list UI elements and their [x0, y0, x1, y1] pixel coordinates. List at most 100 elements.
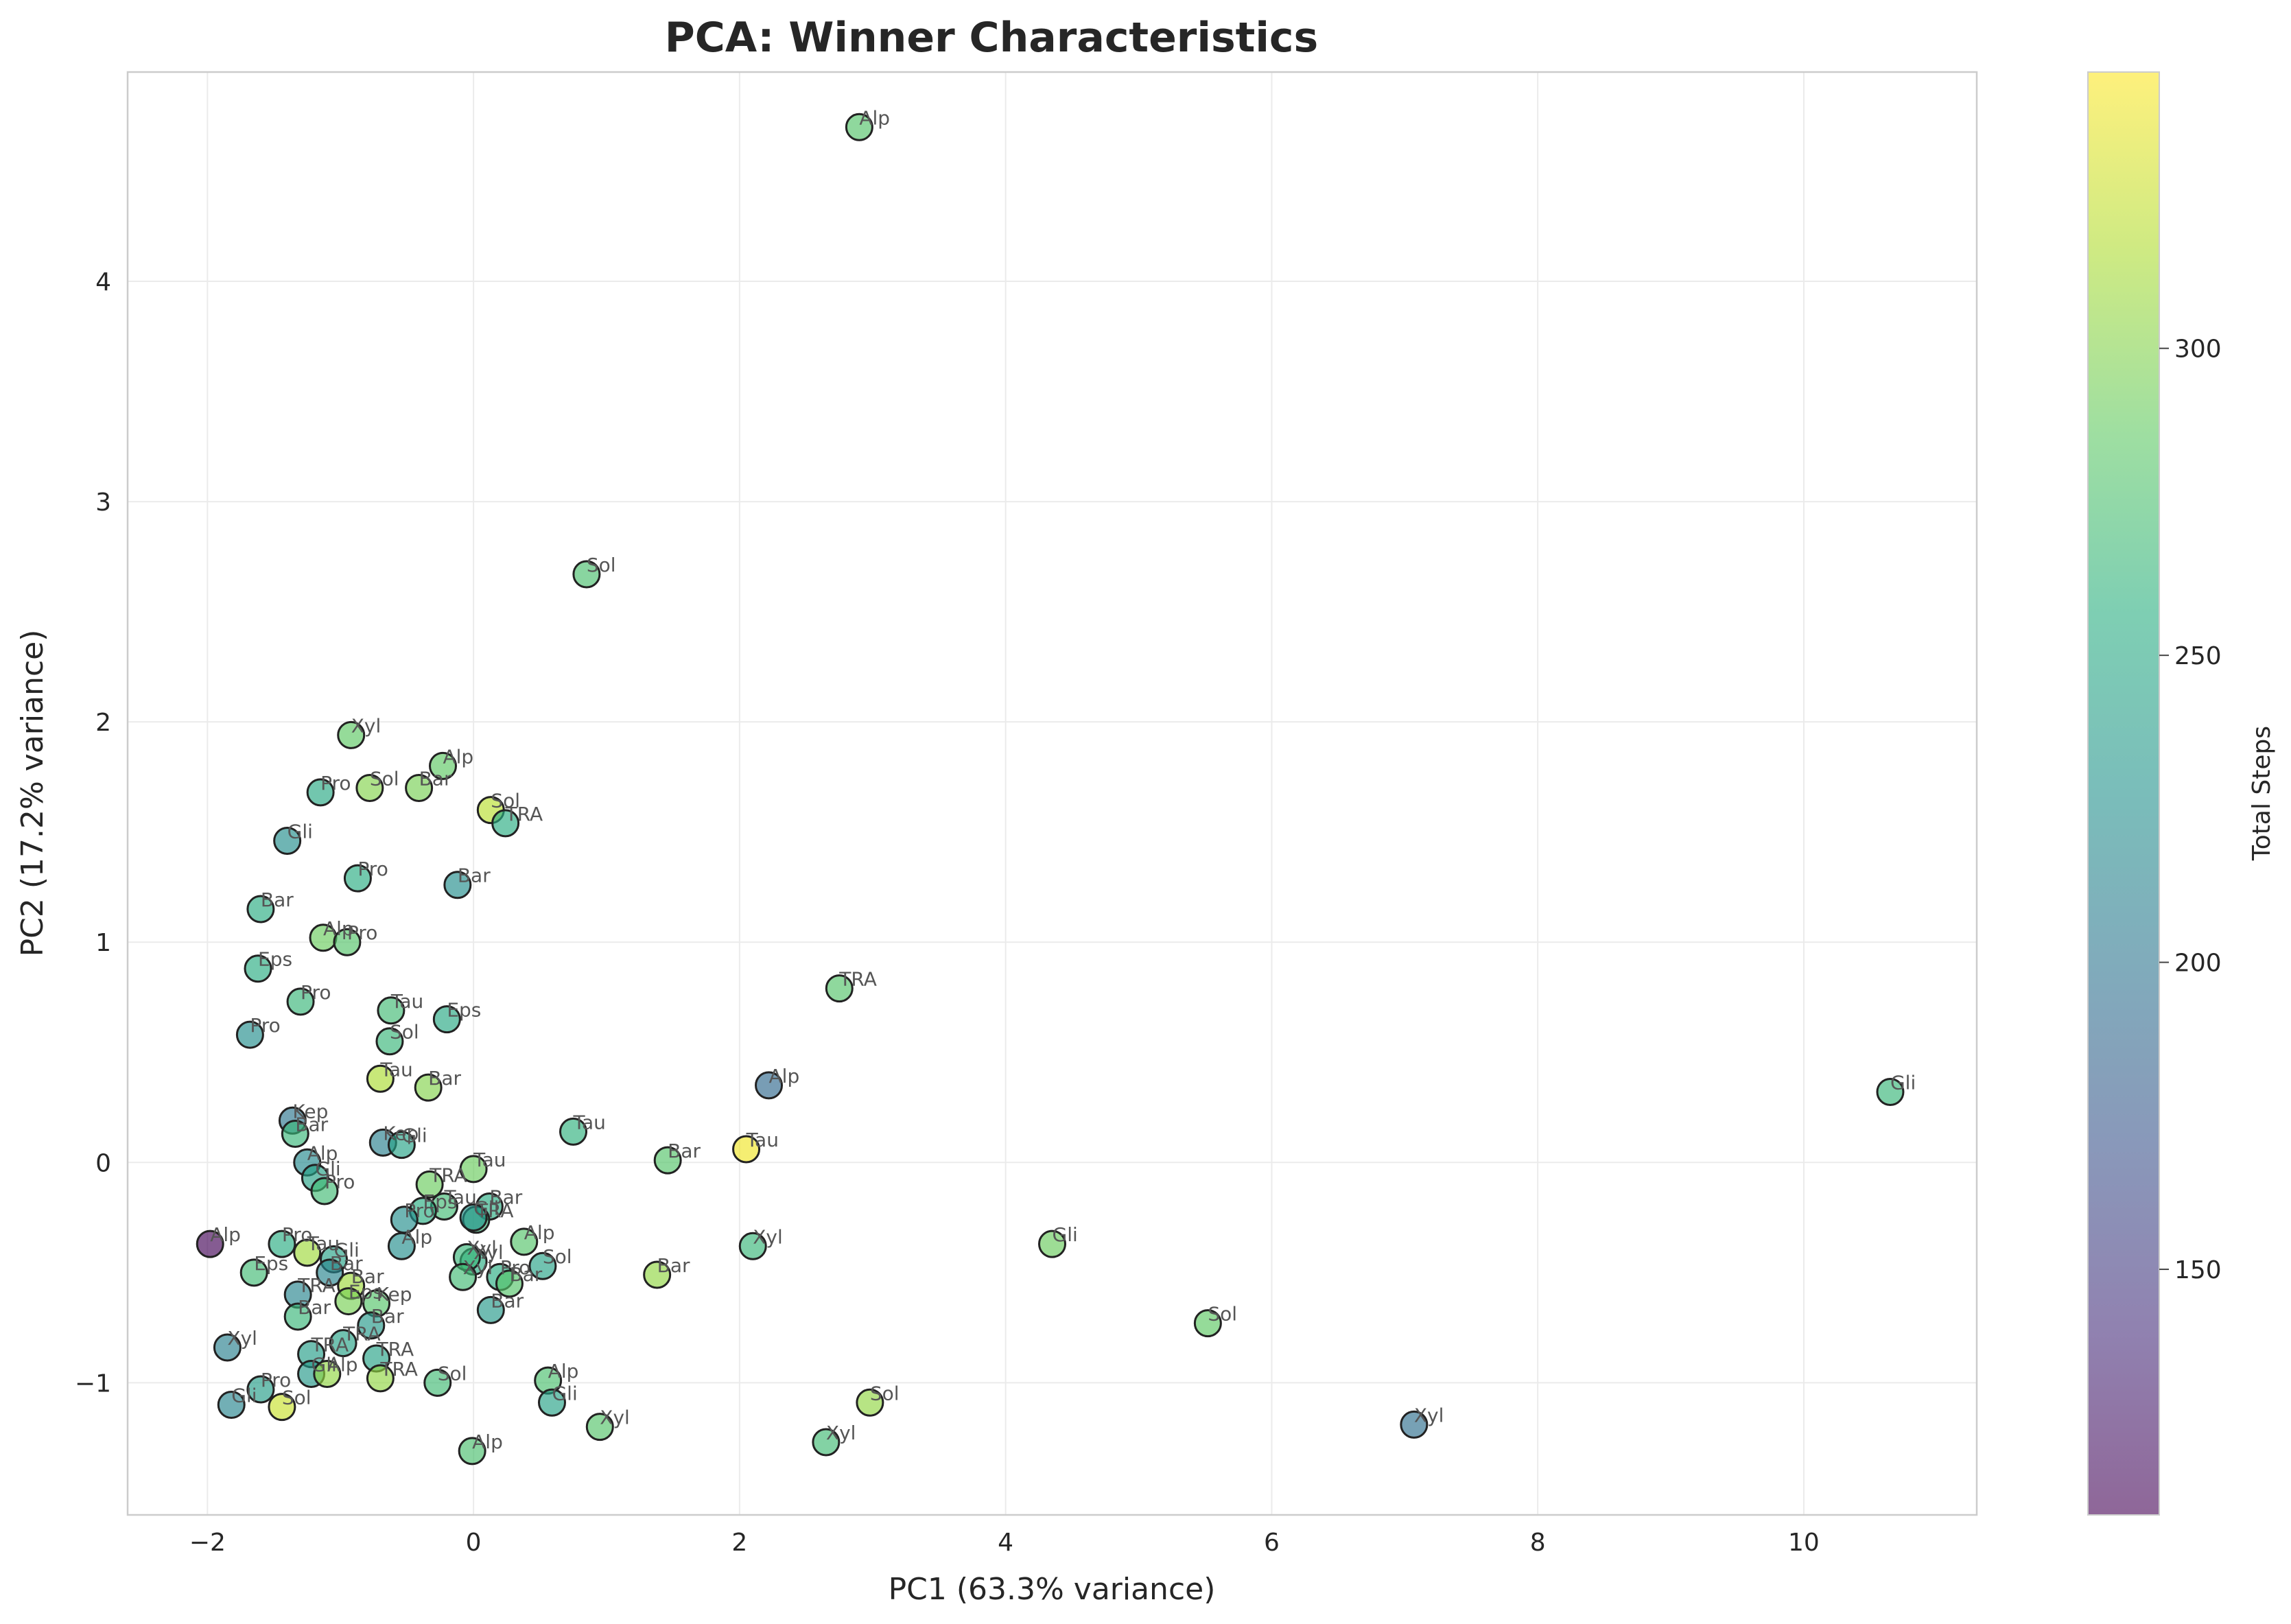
point-label: Pro	[404, 1199, 434, 1222]
scatter-point	[293, 1238, 322, 1267]
point-label: Eps	[423, 1190, 457, 1213]
point-label: Pro	[320, 772, 351, 795]
point-label: Alp	[323, 917, 354, 940]
scatter-point	[337, 720, 366, 749]
colorbar	[2088, 72, 2159, 1515]
scatter-point	[537, 1388, 566, 1417]
point-label: Tau	[746, 1129, 779, 1151]
scatter-point	[443, 871, 472, 899]
colorbar-tick-label: 150	[2174, 1256, 2222, 1284]
point-label: Pro	[347, 921, 377, 944]
x-axis-ticks: −2 0 2 4 6 8 10	[189, 1529, 1820, 1557]
point-label: Bar	[295, 1114, 328, 1136]
point-label: Pro	[357, 858, 388, 880]
point-label: Alp	[769, 1065, 800, 1087]
scatter-point	[375, 1027, 404, 1056]
scatter-point	[732, 1135, 761, 1164]
point-label: Gli	[473, 1197, 499, 1220]
point-label: Gli	[1890, 1072, 1916, 1094]
point-label: Xyl	[826, 1422, 856, 1444]
point-label: Gli	[401, 1125, 427, 1147]
point-label: TRA	[838, 968, 877, 991]
colorbar-tick-label: 300	[2174, 336, 2222, 364]
point-label: Xyl	[463, 1256, 493, 1279]
point-label: Pro	[250, 1014, 280, 1037]
point-label: Bar	[491, 1289, 524, 1312]
point-label: Gli	[552, 1382, 577, 1404]
point-label: Pro	[301, 981, 331, 1004]
scatter-point	[856, 1388, 884, 1417]
data-points	[196, 113, 1905, 1466]
colorbar-label: Total Steps	[2248, 726, 2276, 861]
scatter-point	[1193, 1309, 1222, 1338]
point-label: Bar	[458, 864, 491, 887]
point-label: Tau	[443, 1186, 476, 1209]
point-label: Gli	[1053, 1223, 1078, 1246]
scatter-point	[572, 560, 601, 589]
y-tick-label: 2	[95, 709, 111, 737]
point-label: TRA	[379, 1358, 418, 1380]
scatter-point	[268, 1229, 296, 1258]
point-label: Bar	[351, 1265, 384, 1288]
point-label: Eps	[349, 1281, 383, 1304]
point-label: TRA	[505, 803, 543, 825]
scatter-point	[329, 1329, 357, 1358]
point-label: TRA	[342, 1323, 381, 1345]
x-tick-label: 4	[998, 1529, 1013, 1557]
point-label: Eps	[447, 999, 481, 1022]
point-label: Tau	[307, 1232, 340, 1255]
point-label: Sol	[438, 1362, 467, 1385]
point-label: Gli	[231, 1384, 257, 1407]
scatter-point	[387, 1232, 416, 1260]
scatter-point	[585, 1413, 614, 1441]
point-label: Xyl	[753, 1225, 783, 1248]
point-label: Alp	[210, 1223, 241, 1246]
point-label: Xyl	[227, 1327, 257, 1350]
scatter-point	[217, 1390, 246, 1419]
scatter-point	[286, 987, 315, 1016]
point-label: Alp	[548, 1360, 579, 1382]
scatter-point	[845, 113, 873, 141]
colorbar-ticks: 150 200 250 300	[2159, 336, 2222, 1284]
scatter-point	[429, 751, 458, 780]
point-label: Sol	[282, 1387, 312, 1409]
plot-frame	[126, 71, 1978, 1516]
y-tick-label: 1	[95, 929, 111, 957]
scatter-point	[559, 1117, 588, 1146]
point-label: Sol	[870, 1382, 900, 1404]
scatter-point	[283, 1302, 312, 1331]
scatter-point	[310, 1177, 339, 1205]
point-label: Pro	[500, 1256, 530, 1279]
point-label: Sol	[370, 767, 399, 790]
point-label: Alp	[859, 106, 890, 129]
x-tick-label: 6	[1264, 1529, 1280, 1557]
scatter-point	[432, 1005, 461, 1034]
scatter-point	[423, 1368, 452, 1397]
y-axis-label: PC2 (17.2% variance)	[15, 630, 50, 957]
point-label: TRA	[297, 1274, 336, 1297]
scatter-point	[334, 1287, 363, 1316]
y-tick-label: 4	[95, 268, 111, 296]
colorbar-frame	[2087, 71, 2160, 1516]
point-label: Xyl	[351, 714, 381, 737]
point-label: Tau	[379, 1058, 412, 1081]
point-label: Sol	[390, 1021, 419, 1044]
chart-title: PCA: Winner Characteristics	[665, 14, 1318, 62]
point-label: Gli	[312, 1354, 337, 1376]
scatter-point	[387, 1131, 416, 1160]
scatter-point	[366, 1364, 395, 1393]
scatter-point	[653, 1146, 682, 1175]
point-label: Pro	[325, 1170, 355, 1193]
point-label: Xyl	[600, 1407, 630, 1429]
x-tick-label: −2	[189, 1529, 226, 1557]
scatter-point	[755, 1071, 784, 1100]
colorbar-tick-label: 250	[2174, 642, 2222, 670]
point-label: Bar	[261, 889, 294, 911]
scatter-point	[491, 809, 520, 838]
scatter-point	[244, 954, 272, 983]
scatter-point	[1876, 1078, 1905, 1107]
scatter-point	[405, 773, 434, 802]
scatter-point	[415, 1170, 444, 1199]
